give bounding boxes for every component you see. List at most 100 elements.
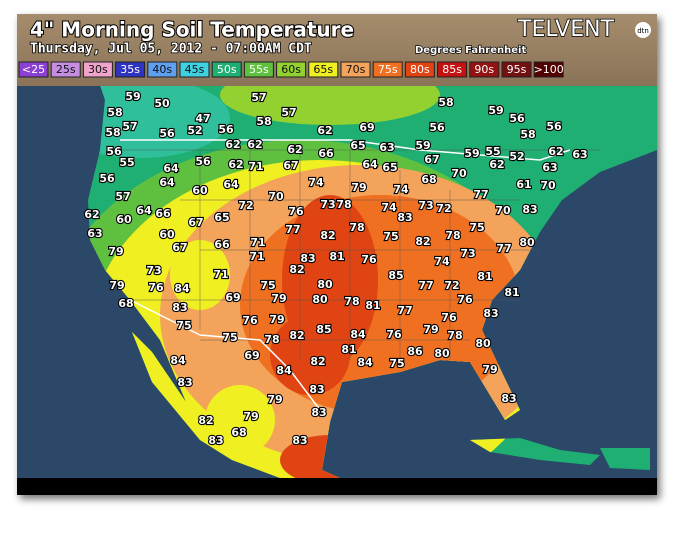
station-value: 76 [242, 314, 258, 327]
legend-label: 55s [249, 63, 269, 76]
station-value: 57 [122, 120, 137, 133]
legend-swatch [115, 61, 146, 78]
station-value: 80 [434, 347, 450, 360]
station-value: 79 [243, 410, 258, 423]
legend-label: 25s [56, 63, 76, 76]
station-value: 56 [99, 172, 115, 185]
station-value: 81 [341, 343, 356, 356]
legend-swatch [82, 61, 113, 78]
legend-label: 85s [442, 63, 462, 76]
station-value: 67 [188, 216, 203, 229]
station-value: 52 [509, 150, 524, 163]
station-value: 62 [84, 208, 99, 221]
station-value: 82 [320, 229, 335, 242]
legend-label: 80s [410, 63, 430, 76]
station-value: 60 [192, 184, 208, 197]
station-value: 59 [415, 139, 430, 152]
station-value: 73 [146, 264, 161, 277]
station-value: 71 [248, 160, 263, 173]
station-value: 81 [477, 270, 492, 283]
station-value: 76 [386, 328, 402, 341]
station-value: 82 [415, 235, 430, 248]
station-value: 74 [381, 201, 397, 214]
station-value: 82 [198, 414, 213, 427]
legend-label: 65s [313, 63, 333, 76]
legend-swatch [147, 61, 178, 78]
units: Degrees Fahrenheit [415, 45, 526, 56]
legend-swatch [469, 61, 500, 78]
station-value: 52 [187, 124, 202, 137]
station-value: 78 [447, 329, 462, 342]
station-value: 62 [489, 158, 504, 171]
station-value: 57 [251, 91, 266, 104]
station-value: 70 [495, 204, 511, 217]
legend-swatch [308, 61, 339, 78]
station-value: 79 [109, 279, 124, 292]
legend-swatch [276, 61, 307, 78]
station-value: 59 [464, 147, 479, 160]
station-value: 76 [288, 205, 304, 218]
station-value: 83 [300, 252, 315, 265]
station-value: 80 [519, 236, 535, 249]
station-value: 66 [318, 147, 334, 160]
legend-label: 45s [185, 63, 205, 76]
station-value: 77 [496, 242, 511, 255]
legend-label: 75s [378, 63, 398, 76]
station-value: 83 [311, 406, 326, 419]
station-value: 68 [118, 297, 133, 310]
station-value: 79 [271, 292, 286, 305]
station-value: 65 [214, 211, 229, 224]
station-value: 78 [336, 198, 351, 211]
station-value: 63 [572, 148, 587, 161]
station-value: 64 [136, 204, 152, 217]
station-value: 62 [228, 158, 243, 171]
station-value: 56 [429, 121, 445, 134]
legend-swatch [533, 61, 564, 78]
brand: TELVENT [517, 17, 615, 42]
title: 4" Morning Soil Temperature [30, 18, 354, 42]
station-value: 64 [362, 158, 378, 171]
station-value: 81 [504, 286, 519, 299]
legend-label: <25 [22, 63, 45, 76]
station-value: 58 [105, 126, 120, 139]
station-value: 60 [116, 213, 132, 226]
station-value: 67 [424, 153, 439, 166]
station-value: 62 [247, 138, 262, 151]
station-value: 65 [350, 139, 365, 152]
station-value: 80 [317, 278, 333, 291]
station-value: 77 [285, 223, 300, 236]
station-value: 73 [460, 247, 475, 260]
station-value: 64 [159, 176, 175, 189]
station-value: 60 [159, 228, 175, 241]
legend-swatch [340, 61, 371, 78]
legend-swatch [179, 61, 210, 78]
station-value: 66 [155, 207, 171, 220]
station-value: 68 [231, 426, 246, 439]
station-value: 70 [268, 190, 284, 203]
station-value: 83 [309, 383, 324, 396]
station-value: 79 [267, 393, 282, 406]
station-value: 83 [292, 434, 307, 447]
legend-swatch [211, 61, 242, 78]
station-value: 63 [542, 161, 557, 174]
station-value: 78 [349, 221, 364, 234]
station-value: 83 [522, 203, 537, 216]
station-value: 85 [316, 323, 331, 336]
station-value: 75 [222, 331, 237, 344]
station-value: 50 [154, 97, 170, 110]
station-value: 57 [115, 190, 130, 203]
station-value: 78 [344, 295, 359, 308]
subtitle: Thursday, Jul 05, 2012 - 07:00AM CDT [30, 42, 312, 57]
legend-label: 50s [217, 63, 237, 76]
station-value: 59 [488, 104, 503, 117]
station-value: 70 [451, 167, 467, 180]
station-value: 76 [457, 293, 473, 306]
station-value: 62 [317, 124, 332, 137]
legend-swatch [501, 61, 532, 78]
station-value: 56 [159, 127, 175, 140]
station-value: 76 [148, 281, 164, 294]
station-value: 56 [218, 123, 234, 136]
station-value: 75 [176, 319, 191, 332]
